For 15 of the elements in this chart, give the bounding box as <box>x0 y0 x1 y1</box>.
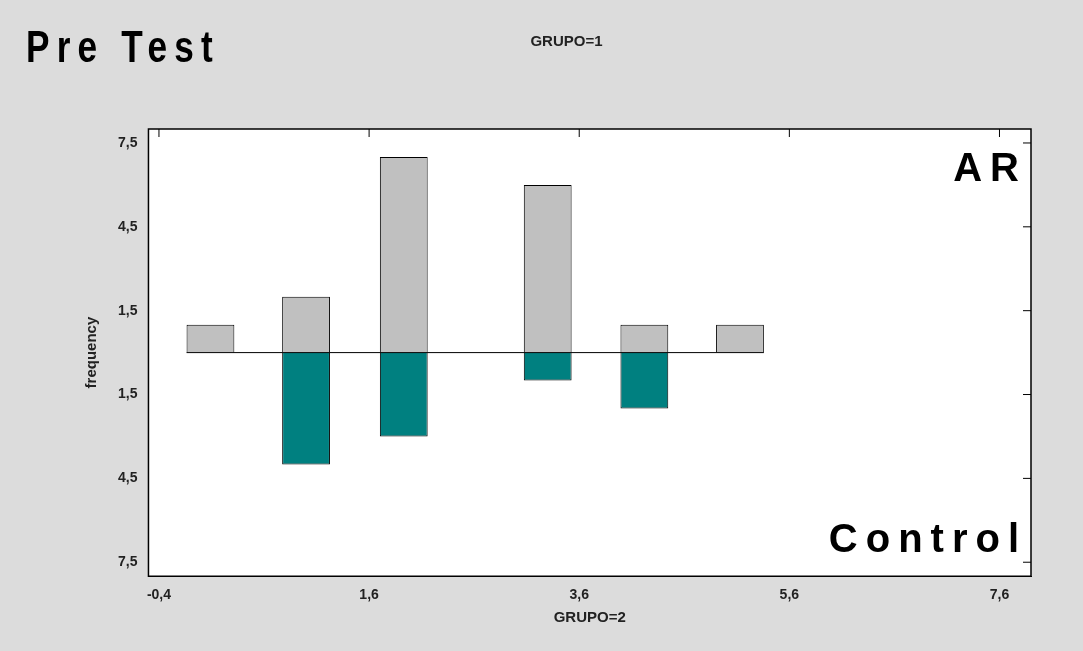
x-axis-title: GRUPO=2 <box>553 608 626 626</box>
x-tick-label: 5,6 <box>779 586 800 603</box>
y-axis-title: frequency <box>82 316 100 389</box>
y-tick-label: 7,5 <box>117 133 138 150</box>
x-tick-label: 7,6 <box>989 586 1010 603</box>
chart-title: Pre Test <box>26 22 220 72</box>
y-tick-label: 4,5 <box>117 217 138 234</box>
y-tick-label: 4,5 <box>117 469 138 486</box>
y-tick-label: 1,5 <box>117 385 138 402</box>
y-tick-label: 7,5 <box>117 553 138 570</box>
x-tick-label: -0,4 <box>146 586 172 603</box>
x-tick-label: 3,6 <box>569 586 590 603</box>
x-tick-label: 1,6 <box>359 586 380 603</box>
chart-subtitle: GRUPO=1 <box>530 32 603 49</box>
y-tick-label: 1,5 <box>117 301 138 318</box>
